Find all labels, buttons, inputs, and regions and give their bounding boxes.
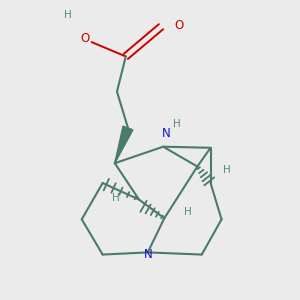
- Text: H: H: [223, 165, 231, 175]
- Text: N: N: [143, 248, 152, 260]
- Text: N: N: [162, 127, 171, 140]
- Text: H: H: [184, 207, 191, 217]
- Text: O: O: [81, 32, 90, 45]
- Polygon shape: [115, 126, 133, 163]
- Text: H: H: [64, 10, 71, 20]
- Text: H: H: [112, 193, 120, 203]
- Text: O: O: [174, 19, 184, 32]
- Text: H: H: [172, 118, 180, 129]
